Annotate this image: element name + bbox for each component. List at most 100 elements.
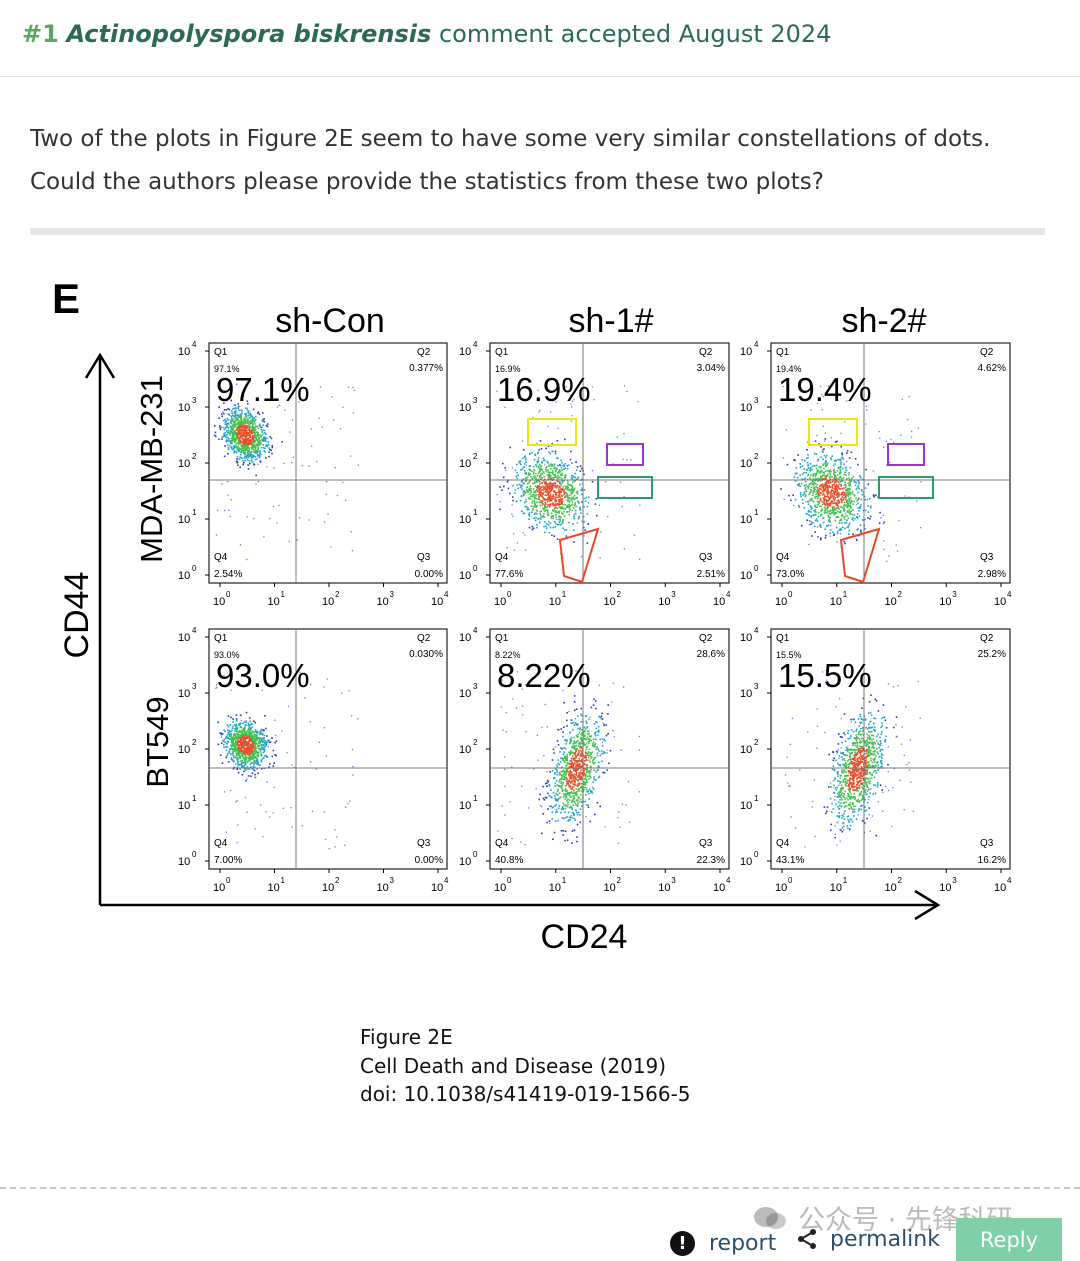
q2-label: Q2 — [980, 347, 994, 358]
q3-label: Q3 — [980, 552, 994, 563]
q3-value: 16.2% — [978, 855, 1006, 866]
x-tick-label: 10 — [658, 882, 670, 894]
x-tick-label: 10 — [213, 596, 225, 608]
y-tick-label: 10 — [178, 570, 190, 582]
x-tick-exponent: 3 — [952, 590, 957, 599]
x-tick-label: 10 — [830, 882, 842, 894]
y-tick-exponent: 0 — [192, 850, 197, 859]
q3-value: 0.00% — [415, 569, 443, 580]
x-tick-label: 10 — [604, 882, 616, 894]
highlight-green-box — [597, 476, 653, 499]
scatter-dots — [213, 383, 359, 561]
x-tick-label: 10 — [268, 596, 280, 608]
y-tick-label: 10 — [740, 688, 752, 700]
x-tick-label: 10 — [494, 596, 506, 608]
q1-percentage: 15.5% — [778, 657, 872, 694]
flow-plot-5: Q18.22%8.22%Q228.6%Q322.3%Q440.8%1001011… — [459, 626, 731, 894]
figure-image: E sh-Con sh-1# sh-2# MDA-MB-231 BT549 CD… — [0, 250, 1080, 990]
q1-label: Q1 — [776, 347, 790, 358]
wechat-icon — [754, 1206, 786, 1229]
x-tick-exponent: 3 — [952, 876, 957, 885]
q1-label: Q1 — [214, 633, 228, 644]
y-tick-label: 10 — [178, 346, 190, 358]
q1-small-value: 8.22% — [495, 650, 521, 660]
y-tick-label: 10 — [740, 800, 752, 812]
x-tick-label: 10 — [494, 882, 506, 894]
q2-label: Q2 — [699, 633, 713, 644]
y-tick-exponent: 3 — [754, 682, 759, 691]
caption-doi: doi: 10.1038/s41419-019-1566-5 — [360, 1082, 691, 1106]
x-tick-label: 10 — [268, 882, 280, 894]
x-tick-exponent: 4 — [1007, 590, 1012, 599]
x-tick-exponent: 4 — [726, 590, 731, 599]
q1-small-value: 93.0% — [214, 650, 240, 660]
y-tick-label: 10 — [459, 514, 471, 526]
permalink-link[interactable]: permalink — [796, 1222, 940, 1256]
x-tick-label: 10 — [322, 596, 334, 608]
caption-title: Figure 2E — [360, 1025, 453, 1049]
q3-value: 22.3% — [697, 855, 725, 866]
y-tick-exponent: 2 — [754, 738, 759, 747]
reply-button[interactable]: Reply — [956, 1218, 1062, 1261]
y-tick-exponent: 4 — [754, 340, 759, 349]
y-tick-label: 10 — [740, 632, 752, 644]
q2-value: 3.04% — [697, 363, 725, 374]
q1-percentage: 19.4% — [778, 371, 872, 408]
x-tick-label: 10 — [213, 882, 225, 894]
x-tick-exponent: 1 — [562, 590, 567, 599]
x-tick-exponent: 4 — [444, 876, 449, 885]
plot-frame — [489, 342, 730, 584]
y-tick-label: 10 — [178, 800, 190, 812]
y-tick-label: 10 — [459, 800, 471, 812]
y-axis-arrowhead — [84, 352, 116, 379]
y-tick-exponent: 1 — [473, 508, 478, 517]
report-link[interactable]: ! report — [670, 1226, 776, 1260]
highlight-purple-box — [887, 443, 925, 466]
x-tick-exponent: 0 — [507, 590, 512, 599]
x-tick-exponent: 3 — [671, 590, 676, 599]
q2-value: 25.2% — [978, 649, 1006, 660]
q3-value: 0.00% — [415, 855, 443, 866]
x-tick-label: 10 — [939, 596, 951, 608]
panel-letter: E — [52, 275, 80, 322]
scatter-dots — [496, 385, 641, 561]
y-tick-exponent: 1 — [754, 794, 759, 803]
y-tick-label: 10 — [740, 514, 752, 526]
flow-plot-3: Q119.4%19.4%Q24.62%Q32.98%Q473.0%1001011… — [740, 340, 1012, 608]
x-tick-exponent: 4 — [1007, 876, 1012, 885]
highlight-yellow-box — [808, 418, 858, 446]
x-tick-exponent: 1 — [562, 876, 567, 885]
y-tick-label: 10 — [178, 514, 190, 526]
x-tick-exponent: 1 — [843, 590, 848, 599]
y-tick-label: 10 — [459, 346, 471, 358]
flow-plot-4: Q193.0%93.0%Q20.030%Q30.00%Q47.00%100101… — [178, 626, 449, 894]
y-tick-label: 10 — [178, 856, 190, 868]
x-tick-exponent: 2 — [335, 876, 340, 885]
y-tick-exponent: 4 — [473, 340, 478, 349]
q3-value: 2.51% — [697, 569, 725, 580]
y-tick-label: 10 — [459, 632, 471, 644]
y-tick-exponent: 0 — [754, 564, 759, 573]
x-tick-label: 10 — [377, 882, 389, 894]
q3-label: Q3 — [417, 838, 431, 849]
flow-plot-1: Q197.1%97.1%Q20.377%Q30.00%Q42.54%100101… — [178, 340, 449, 608]
species-name[interactable]: Actinopolyspora biskrensis — [66, 20, 432, 48]
q1-small-value: 97.1% — [214, 364, 240, 374]
x-tick-exponent: 2 — [617, 590, 622, 599]
highlight-purple-box — [606, 443, 644, 466]
scatter-dots — [780, 385, 922, 562]
x-tick-label: 10 — [775, 596, 787, 608]
exclamation-icon: ! — [670, 1230, 695, 1256]
comment-number[interactable]: #1 — [22, 20, 59, 48]
y-tick-exponent: 4 — [754, 626, 759, 635]
q2-label: Q2 — [980, 633, 994, 644]
y-tick-exponent: 3 — [473, 396, 478, 405]
y-tick-exponent: 3 — [473, 682, 478, 691]
y-tick-exponent: 3 — [192, 682, 197, 691]
x-tick-exponent: 2 — [898, 876, 903, 885]
y-tick-label: 10 — [459, 744, 471, 756]
q3-label: Q3 — [699, 552, 713, 563]
caption-journal: Cell Death and Disease (2019) — [360, 1053, 667, 1078]
q2-label: Q2 — [417, 633, 431, 644]
q3-label: Q3 — [980, 838, 994, 849]
